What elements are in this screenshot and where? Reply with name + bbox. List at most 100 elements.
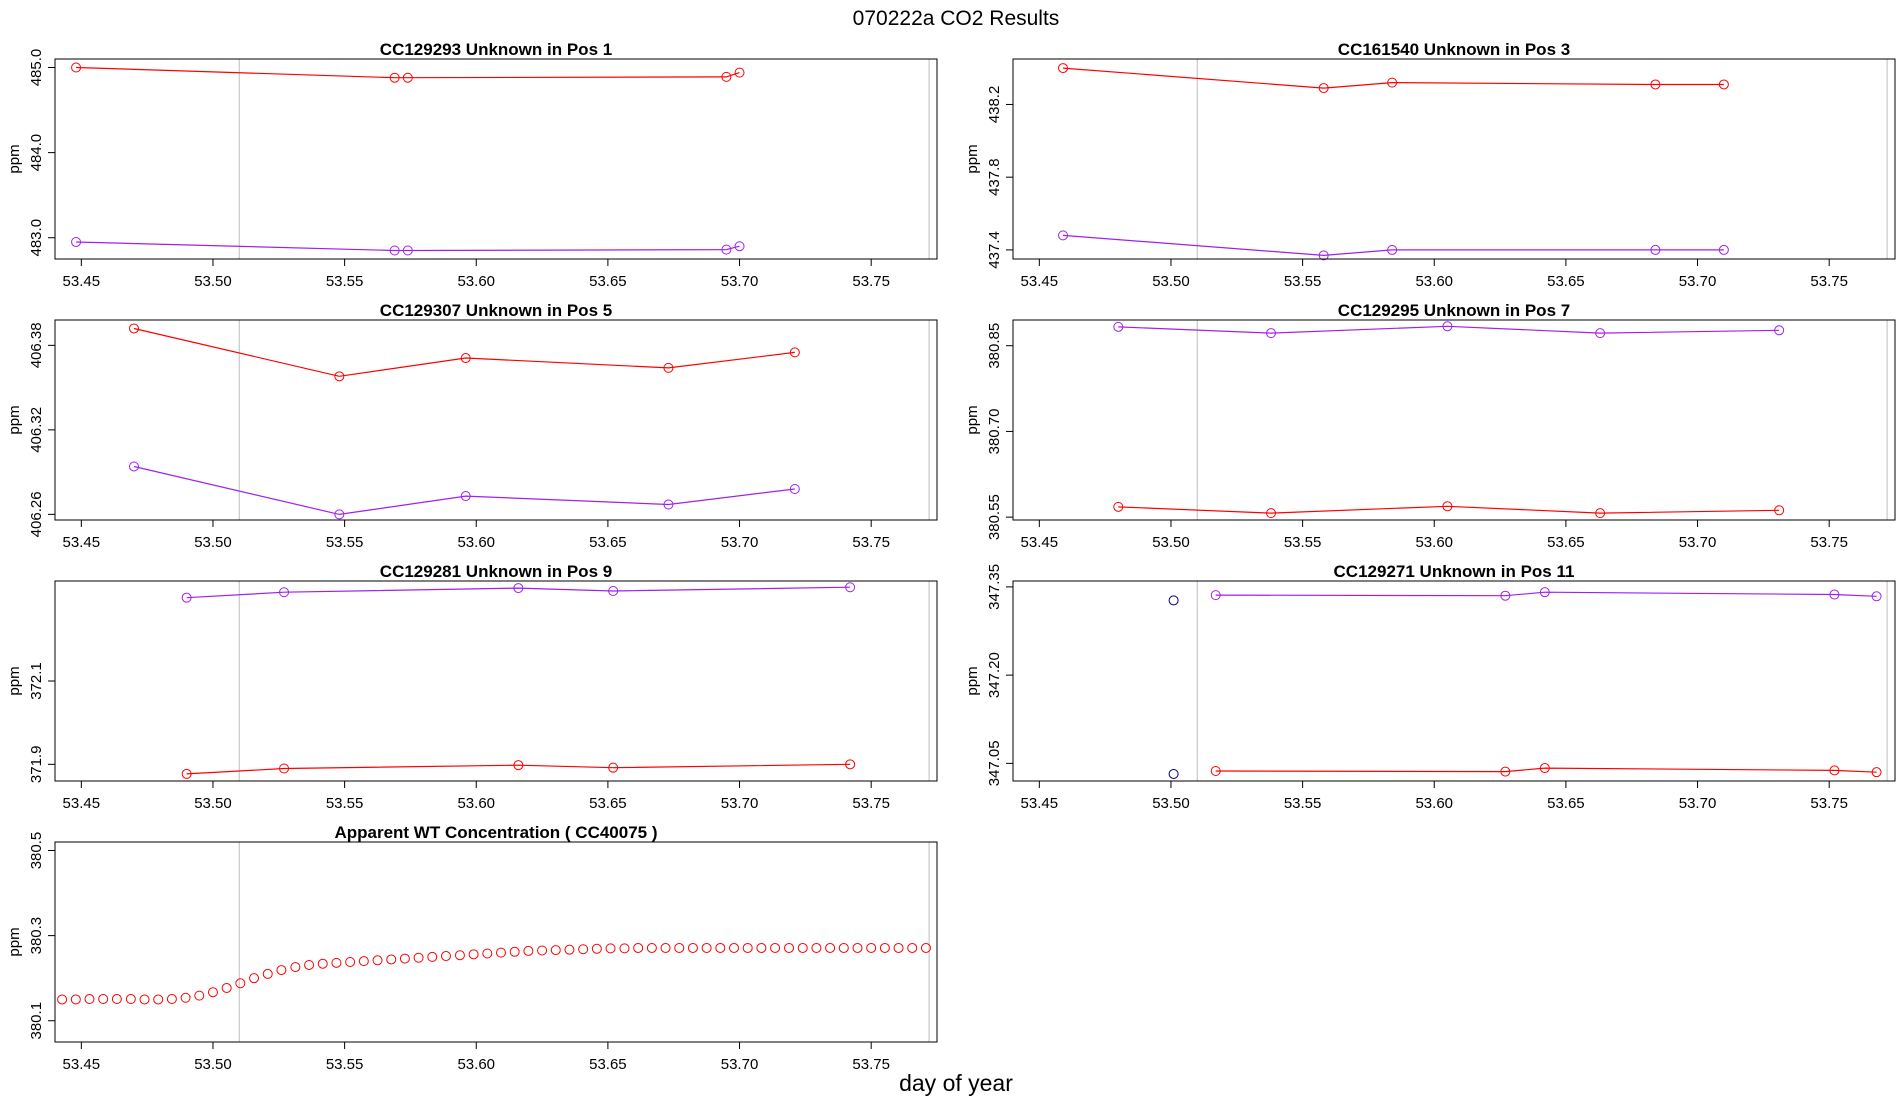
- data-point: [98, 994, 109, 1005]
- data-point: [166, 994, 177, 1005]
- series-upper: [71, 62, 745, 83]
- data-point: [1442, 501, 1453, 512]
- data-point: [663, 499, 674, 510]
- series-isolated: [1168, 595, 1179, 779]
- chart-panel-5: CC129281 Unknown in Pos 9 53.45 53.50 53.55…: [6, 562, 938, 812]
- data-point: [1113, 321, 1124, 332]
- series-upper: [128, 323, 800, 382]
- x-tick-label: 53.75: [852, 534, 890, 551]
- x-tick-label: 53.50: [194, 534, 232, 551]
- data-point: [427, 951, 438, 962]
- data-point: [235, 978, 246, 989]
- data-point: [608, 762, 619, 773]
- data-point: [789, 347, 800, 358]
- y-tick-label: 371.9: [28, 746, 45, 784]
- x-axis-label: day of year: [899, 1070, 1013, 1096]
- data-point: [907, 942, 918, 953]
- data-point: [345, 957, 356, 967]
- data-point: [1387, 244, 1398, 255]
- data-point: [57, 994, 68, 1005]
- data-point: [111, 994, 122, 1005]
- data-point: [399, 953, 410, 964]
- y-axis-label: ppm: [6, 927, 23, 956]
- data-point: [1595, 328, 1606, 339]
- y-axis-label: ppm: [6, 666, 23, 695]
- data-point: [509, 946, 520, 957]
- data-point: [1318, 83, 1329, 94]
- panels: CC129293 Unknown in Pos 1 53.45 53.50 53.55…: [6, 40, 1896, 1073]
- data-point: [128, 461, 139, 472]
- series-line: [76, 66, 740, 79]
- plot-frame: [54, 841, 938, 1043]
- x-tick-label: 53.55: [326, 795, 364, 812]
- data-point: [1774, 325, 1785, 336]
- plot-frame: [54, 580, 938, 782]
- data-point: [1210, 590, 1221, 601]
- x-tick-label: 53.70: [721, 273, 759, 290]
- series-lower: [1113, 501, 1785, 519]
- data-point: [358, 956, 369, 967]
- data-point: [84, 994, 95, 1005]
- data-point: [646, 942, 657, 953]
- x-tick-label: 53.45: [63, 1056, 101, 1073]
- data-point: [920, 942, 931, 953]
- x-tick-label: 53.50: [1152, 534, 1190, 551]
- x-tick-label: 53.55: [1284, 273, 1322, 290]
- data-point: [1318, 250, 1329, 261]
- data-point: [334, 371, 345, 382]
- data-point: [1774, 505, 1785, 516]
- x-tick-label: 53.60: [457, 1056, 495, 1073]
- x-tick-label: 53.60: [1415, 273, 1453, 290]
- x-tick-label: 53.65: [589, 1056, 627, 1073]
- data-point: [334, 509, 345, 520]
- x-tick-label: 53.70: [1679, 273, 1717, 290]
- y-tick-label: 380.70: [986, 408, 1003, 454]
- series-line: [1118, 505, 1780, 514]
- series-line: [1215, 767, 1877, 773]
- data-point: [460, 353, 471, 364]
- data-point: [845, 582, 856, 593]
- data-point: [1829, 589, 1840, 600]
- data-point: [674, 942, 685, 953]
- data-point: [838, 942, 849, 953]
- data-point: [893, 942, 904, 953]
- data-point: [389, 245, 400, 256]
- y-tick-label: 438.2: [986, 86, 1003, 124]
- series-WT: [57, 942, 931, 1005]
- figure-title: 070222a CO2 Results: [853, 7, 1060, 30]
- data-point: [1829, 765, 1840, 776]
- series-line: [1062, 234, 1724, 257]
- data-point: [852, 942, 863, 953]
- data-point: [1168, 595, 1179, 606]
- data-point: [194, 990, 205, 1001]
- data-point: [249, 973, 260, 984]
- panel-title: CC129307 Unknown in Pos 5: [380, 301, 612, 320]
- x-tick-label: 53.45: [1021, 273, 1059, 290]
- x-tick-label: 53.70: [1679, 534, 1717, 551]
- x-tick-label: 53.70: [721, 534, 759, 551]
- series-lower: [128, 461, 800, 520]
- x-tick-label: 53.65: [589, 273, 627, 290]
- y-axis-label: ppm: [964, 405, 981, 434]
- data-point: [550, 945, 561, 956]
- data-point: [389, 72, 400, 83]
- data-point: [660, 942, 671, 953]
- data-point: [221, 982, 232, 993]
- x-tick-label: 53.45: [63, 273, 101, 290]
- series-line: [186, 763, 851, 775]
- panel-title: CC129295 Unknown in Pos 7: [1338, 301, 1570, 320]
- series-upper: [1210, 587, 1882, 602]
- y-tick-label: 485.0: [28, 49, 45, 87]
- data-point: [1539, 587, 1550, 598]
- data-point: [1168, 768, 1179, 779]
- data-point: [578, 944, 589, 955]
- data-point: [71, 236, 82, 247]
- series-line: [1215, 591, 1877, 597]
- data-point: [797, 942, 808, 953]
- x-tick-label: 53.75: [1810, 795, 1848, 812]
- plot-frame: [1012, 58, 1896, 260]
- x-tick-label: 53.50: [194, 795, 232, 812]
- data-point: [290, 962, 301, 973]
- y-axis-label: ppm: [6, 405, 23, 434]
